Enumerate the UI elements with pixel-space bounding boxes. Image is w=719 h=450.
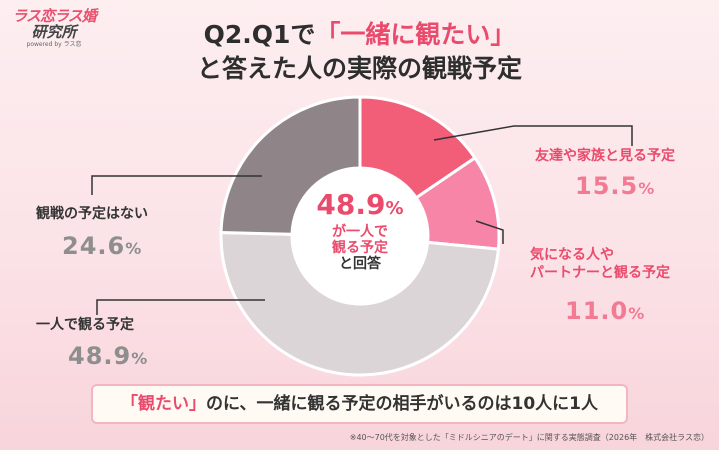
slice-value-friends-family: 15.5% (575, 172, 655, 200)
center-line3: と回答 (339, 256, 381, 272)
slice-value-partner: 11.0% (565, 297, 645, 325)
slice-value-alone: 48.9% (68, 342, 148, 370)
slice-value-unit: % (125, 239, 143, 258)
slice-alone (219, 230, 501, 377)
slice-value-unit: % (628, 304, 646, 323)
logo-name: ラス恋ラス婚 (12, 7, 96, 25)
center-line2: 観る予定 (332, 240, 388, 256)
slice-label-line: 気になる人や (530, 247, 614, 263)
slice-value-unit: % (131, 349, 149, 368)
slice-label-line: パートナーと観る予定 (530, 265, 670, 281)
banner-accent: 「観たい」 (121, 394, 206, 414)
center-line1: が一人で (332, 224, 388, 240)
summary-banner: 「観たい」のに、一緒に観る予定の相手がいるのは10人に1人 (91, 384, 628, 424)
leader-line-friends-family (433, 125, 633, 146)
slice-label-line: 一人で観る予定 (36, 317, 134, 333)
leader-line-partner (475, 220, 504, 244)
slice-value-number: 48.9 (68, 342, 132, 370)
slice-value-unit: % (638, 179, 656, 198)
title-prefix: Q2.Q1で (203, 20, 316, 49)
slice-value-no-plan: 24.6% (62, 232, 142, 260)
slice-label-alone: 一人で観る予定 (36, 316, 134, 334)
logo-powered-by: powered by ラス恋 (26, 41, 82, 48)
leader-line-no-plan (91, 175, 262, 195)
leader-line-alone (96, 299, 265, 315)
slice-label-partner: 気になる人やパートナーと観る予定 (530, 246, 670, 282)
center-value: 48.9 (316, 188, 386, 221)
center-unit: % (385, 198, 404, 219)
chart-title-line1: Q2.Q1で「一緒に観たい」 (0, 20, 719, 50)
logo-subname: 研究所 (31, 23, 77, 41)
slice-label-no-plan: 観戦の予定はない (36, 205, 148, 223)
brand-logo: ラス恋ラス婚 研究所 powered by ラス恋 (8, 8, 100, 49)
banner-text: のに、一緒に観る予定の相手がいるのは10人に1人 (206, 394, 598, 414)
footnote: ※40～70代を対象とした「ミドルシニアのデート」に関する実態調査（2026年 … (349, 433, 709, 442)
slice-value-number: 24.6 (62, 232, 126, 260)
donut-hole (293, 169, 427, 303)
center-summary: 48.9% が一人で 観る予定 と回答 (300, 190, 420, 273)
slice-label-line: 観戦の予定はない (36, 206, 148, 222)
slice-label-line: 友達や家族と見る予定 (535, 148, 675, 164)
slice-no-plan (219, 95, 362, 236)
chart-title-line2: と答えた人の実際の観戦予定 (196, 54, 522, 83)
slice-label-friends-family: 友達や家族と見る予定 (535, 147, 675, 165)
slice-value-number: 15.5 (575, 172, 639, 200)
center-percentage: 48.9% (300, 190, 420, 224)
slice-value-number: 11.0 (565, 297, 629, 325)
title-accent: 「一緒に観たい」 (315, 20, 516, 49)
